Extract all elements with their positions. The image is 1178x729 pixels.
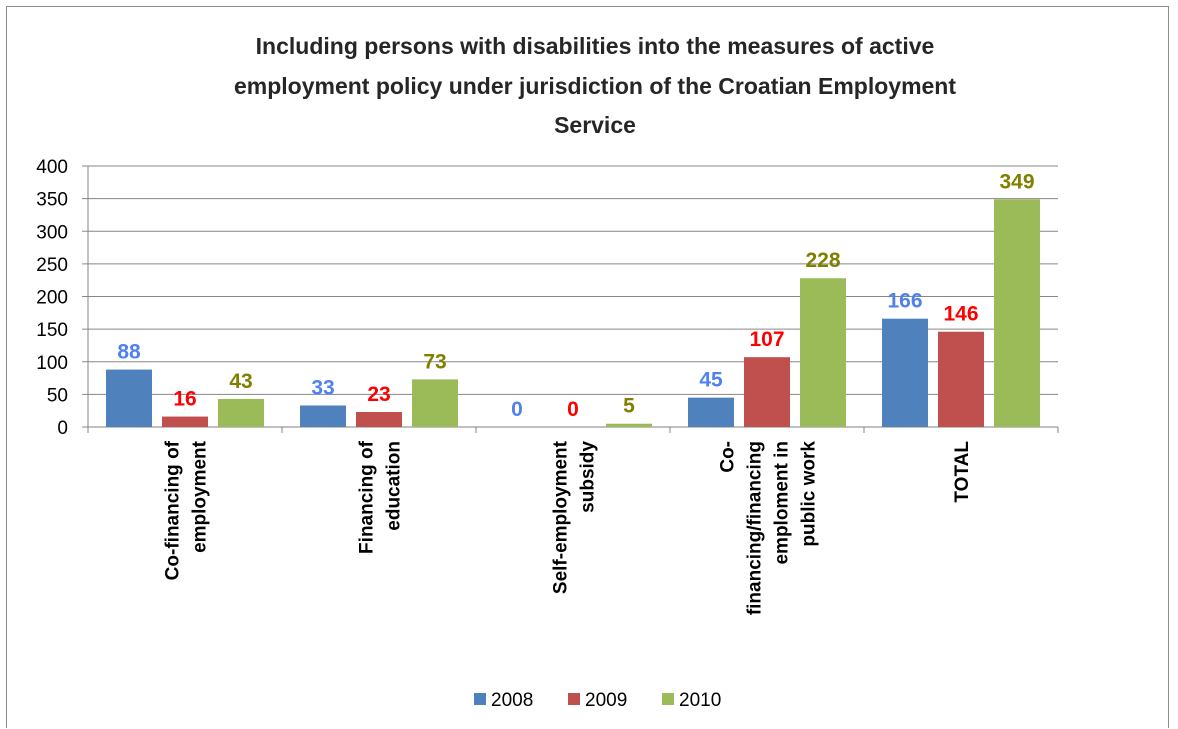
y-tick-label: 200 — [36, 288, 68, 309]
legend-label-2008: 2008 — [491, 690, 533, 711]
bar-2009 — [744, 357, 790, 427]
category-label-line: Financing of — [357, 440, 378, 554]
chart-title-line: Service — [554, 112, 636, 138]
data-label-2008: 45 — [699, 369, 723, 392]
category-label-line: Co- — [718, 441, 739, 473]
data-label-2009: 146 — [943, 303, 978, 326]
category-label-line: subsidy — [578, 441, 599, 513]
data-label-2008: 33 — [311, 376, 334, 399]
legend-label-2009: 2009 — [585, 690, 627, 711]
data-labels: 88 16 43 33 23 73 0 0 5 45 107 228 166 146 349 — [117, 170, 1034, 421]
category-label-line: emploment in — [772, 441, 793, 565]
bar-2009 — [356, 411, 402, 427]
gridlines — [82, 165, 1059, 433]
bar-2009 — [938, 331, 984, 427]
legend: 2008 2009 2010 — [474, 690, 721, 711]
bar-2008 — [688, 397, 734, 427]
x-axis-categories: Co-financing of employment Financing of edu… — [163, 440, 974, 615]
data-label-2010: 349 — [999, 170, 1034, 193]
category-label: Financing of education — [357, 440, 405, 554]
bar-2010 — [218, 398, 264, 427]
y-tick-label: 350 — [36, 190, 68, 211]
category-label: Co-financing/financing emploment in public… — [718, 441, 820, 616]
data-label-2010: 5 — [623, 395, 635, 418]
bar-2008 — [106, 369, 152, 427]
bar-2009 — [162, 416, 208, 427]
data-label-2008: 88 — [117, 341, 141, 364]
category-label: TOTAL — [952, 441, 973, 503]
chart-title-line: Including persons with disabilities into… — [256, 33, 935, 59]
y-tick-label: 400 — [36, 157, 68, 178]
bar-2008 — [882, 318, 928, 427]
y-tick-label: 250 — [36, 255, 68, 276]
category-label: Co-financing of employment — [163, 440, 211, 580]
data-label-2010: 73 — [423, 350, 446, 373]
data-label-2009: 0 — [567, 398, 579, 421]
legend-swatch-2009 — [568, 693, 580, 705]
category-label-line: Co-financing of — [163, 440, 184, 580]
data-label-2009: 23 — [367, 383, 390, 406]
data-label-2009: 16 — [173, 388, 196, 411]
chart-title-line: employment policy under jurisdiction of … — [234, 73, 956, 99]
y-tick-label: 150 — [36, 320, 68, 341]
category-label-line: Self-employment — [551, 440, 572, 594]
chart-title: Including persons with disabilities into… — [234, 33, 956, 138]
data-label-2010: 43 — [229, 370, 252, 393]
category-label-line: financing/financing — [745, 441, 766, 615]
bar-2010 — [994, 199, 1040, 427]
bar-2008 — [300, 405, 346, 427]
category-label-line: employment — [190, 440, 211, 553]
y-tick-label: 100 — [36, 353, 68, 374]
bar-2010 — [606, 423, 652, 427]
y-tick-label: 0 — [57, 418, 68, 439]
category-label: Self-employment subsidy — [551, 440, 599, 594]
category-label-line: TOTAL — [952, 441, 973, 503]
data-label-2009: 107 — [749, 328, 784, 351]
y-axis: 0 50 100 150 200 250 300 350 400 — [36, 157, 68, 439]
legend-label-2010: 2010 — [679, 690, 721, 711]
legend-swatch-2010 — [662, 693, 674, 705]
category-label-line: education — [384, 441, 405, 531]
bar-2010 — [412, 379, 458, 427]
category-label-line: public work — [799, 441, 820, 547]
legend-swatch-2008 — [474, 693, 486, 705]
y-tick-label: 50 — [47, 385, 68, 406]
y-tick-label: 300 — [36, 222, 68, 243]
data-label-2010: 228 — [805, 249, 840, 272]
bar-2010 — [800, 278, 846, 427]
bars — [106, 199, 1040, 427]
data-label-2008: 0 — [511, 398, 523, 421]
data-label-2008: 166 — [887, 290, 922, 313]
